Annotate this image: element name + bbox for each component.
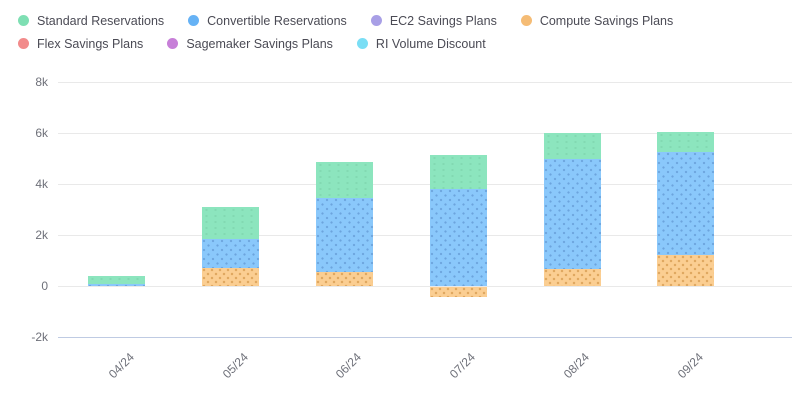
legend-row-2: Flex Savings Plans Sagemaker Savings Plan… [18,32,673,55]
bar-segment-convertible-05-24[interactable] [202,238,260,269]
bar-segment-standard-05-24[interactable] [202,206,260,239]
x-axis-label: 09/24 [674,350,706,382]
gridline [58,286,792,287]
y-axis-label: 4k [35,177,48,191]
bar-segment-convertible-07-24[interactable] [429,189,487,286]
x-axis-label: 08/24 [560,350,593,382]
bar-segment-standard-04-24[interactable] [88,276,146,284]
legend-item-label: Compute Savings Plans [539,13,674,28]
y-axis-label: 6k [35,126,48,140]
legend-dot-icon [18,15,29,26]
legend-item-label: Flex Savings Plans [37,36,144,51]
legend-item-label: Standard Reservations [37,13,165,28]
legend-dot-icon [356,38,368,49]
x-axis-line [58,337,792,338]
x-axis-label: 05/24 [219,350,251,382]
legend-dot-icon [167,38,179,49]
y-axis-label: 8k [35,75,48,89]
legend-item-label: EC2 Savings Plans [389,13,497,28]
bar-segment-standard-08-24[interactable] [543,133,601,159]
legend-item-label: RI Volume Discount [375,36,486,51]
y-axis-label: 0 [41,279,48,293]
y-axis-label: -2k [31,330,48,344]
legend-item-sagemaker[interactable]: Sagemaker Savings Plans [167,37,333,51]
bar-segment-compute-08-24[interactable] [543,269,601,286]
bar-segment-convertible-04-24[interactable] [88,283,146,286]
x-axis-label: 04/24 [105,350,137,382]
y-axis-label: 2k [35,228,48,242]
bar-segment-convertible-09-24[interactable] [657,152,715,256]
legend-item-standard[interactable]: Standard Reservations [18,14,164,28]
legend-dot-icon [18,38,29,49]
x-axis-label: 06/24 [333,350,365,382]
legend-item-label: Sagemaker Savings Plans [186,36,333,51]
x-axis-label: 07/24 [447,350,479,382]
bar-segment-convertible-06-24[interactable] [316,198,373,272]
gridline [58,82,792,83]
legend-dot-icon [370,15,382,26]
bar-segment-compute-09-24[interactable] [657,255,715,286]
legend-row-1: Standard Reservations Convertible Reserva… [18,9,673,32]
legend-item-compute[interactable]: Compute Savings Plans [520,13,674,28]
legend-item-convertible[interactable]: Convertible Reservations [188,14,347,28]
gridline [58,235,792,236]
bar-segment-standard-09-24[interactable] [657,131,715,153]
bar-segment-compute-06-24[interactable] [316,271,373,286]
legend-dot-icon [188,15,200,26]
bar-segment-compute-07-24[interactable] [429,287,487,298]
legend-item-flex[interactable]: Flex Savings Plans [18,37,143,51]
bar-segment-compute-05-24[interactable] [202,268,260,286]
legend-item-label: Convertible Reservations [207,13,347,28]
legend-dot-icon [520,15,532,26]
bar-segment-standard-06-24[interactable] [316,162,373,198]
gridline [58,184,792,185]
legend-item-ri[interactable]: RI Volume Discount [356,36,486,51]
bar-segment-convertible-08-24[interactable] [543,158,601,270]
bar-segment-standard-07-24[interactable] [429,154,487,190]
gridline [58,133,792,134]
legend-item-ec2[interactable]: EC2 Savings Plans [370,13,497,28]
chart-legend: Standard Reservations Convertible Reserva… [18,9,673,55]
